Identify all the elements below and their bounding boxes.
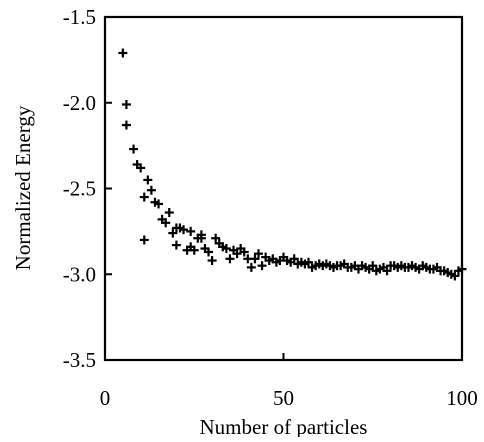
data-point: [208, 256, 217, 265]
data-point: [122, 121, 131, 130]
x-tick-label: 50: [273, 386, 294, 410]
data-point: [258, 261, 267, 270]
y-tick-label: -2.5: [63, 177, 96, 201]
data-point: [140, 235, 149, 244]
x-tick-label: 100: [446, 386, 478, 410]
data-point: [118, 49, 127, 58]
data-point: [225, 254, 234, 263]
tick-layer: [105, 17, 462, 360]
data-point: [165, 208, 174, 217]
y-axis-title: Normalized Energy: [11, 105, 35, 270]
data-point: [129, 145, 138, 154]
data-point: [147, 186, 156, 195]
data-point: [186, 227, 195, 236]
data-point: [122, 100, 131, 109]
data-point: [247, 263, 256, 272]
data-point: [172, 241, 181, 250]
plot-frame: [105, 17, 462, 360]
y-tick-label: -3.5: [63, 348, 96, 372]
y-tick-label: -3.0: [63, 262, 96, 286]
y-tick-label: -2.0: [63, 91, 96, 115]
x-axis-title: Number of particles: [200, 415, 368, 437]
data-point: [143, 175, 152, 184]
y-tick-label: -1.5: [63, 5, 96, 29]
tick-label-layer: 0 50 100 -1.5 -2.0 -2.5 -3.0 -3.5: [63, 5, 478, 410]
x-tick-label: 0: [100, 386, 111, 410]
data-point: [140, 193, 149, 202]
marker-layer: [118, 49, 466, 281]
